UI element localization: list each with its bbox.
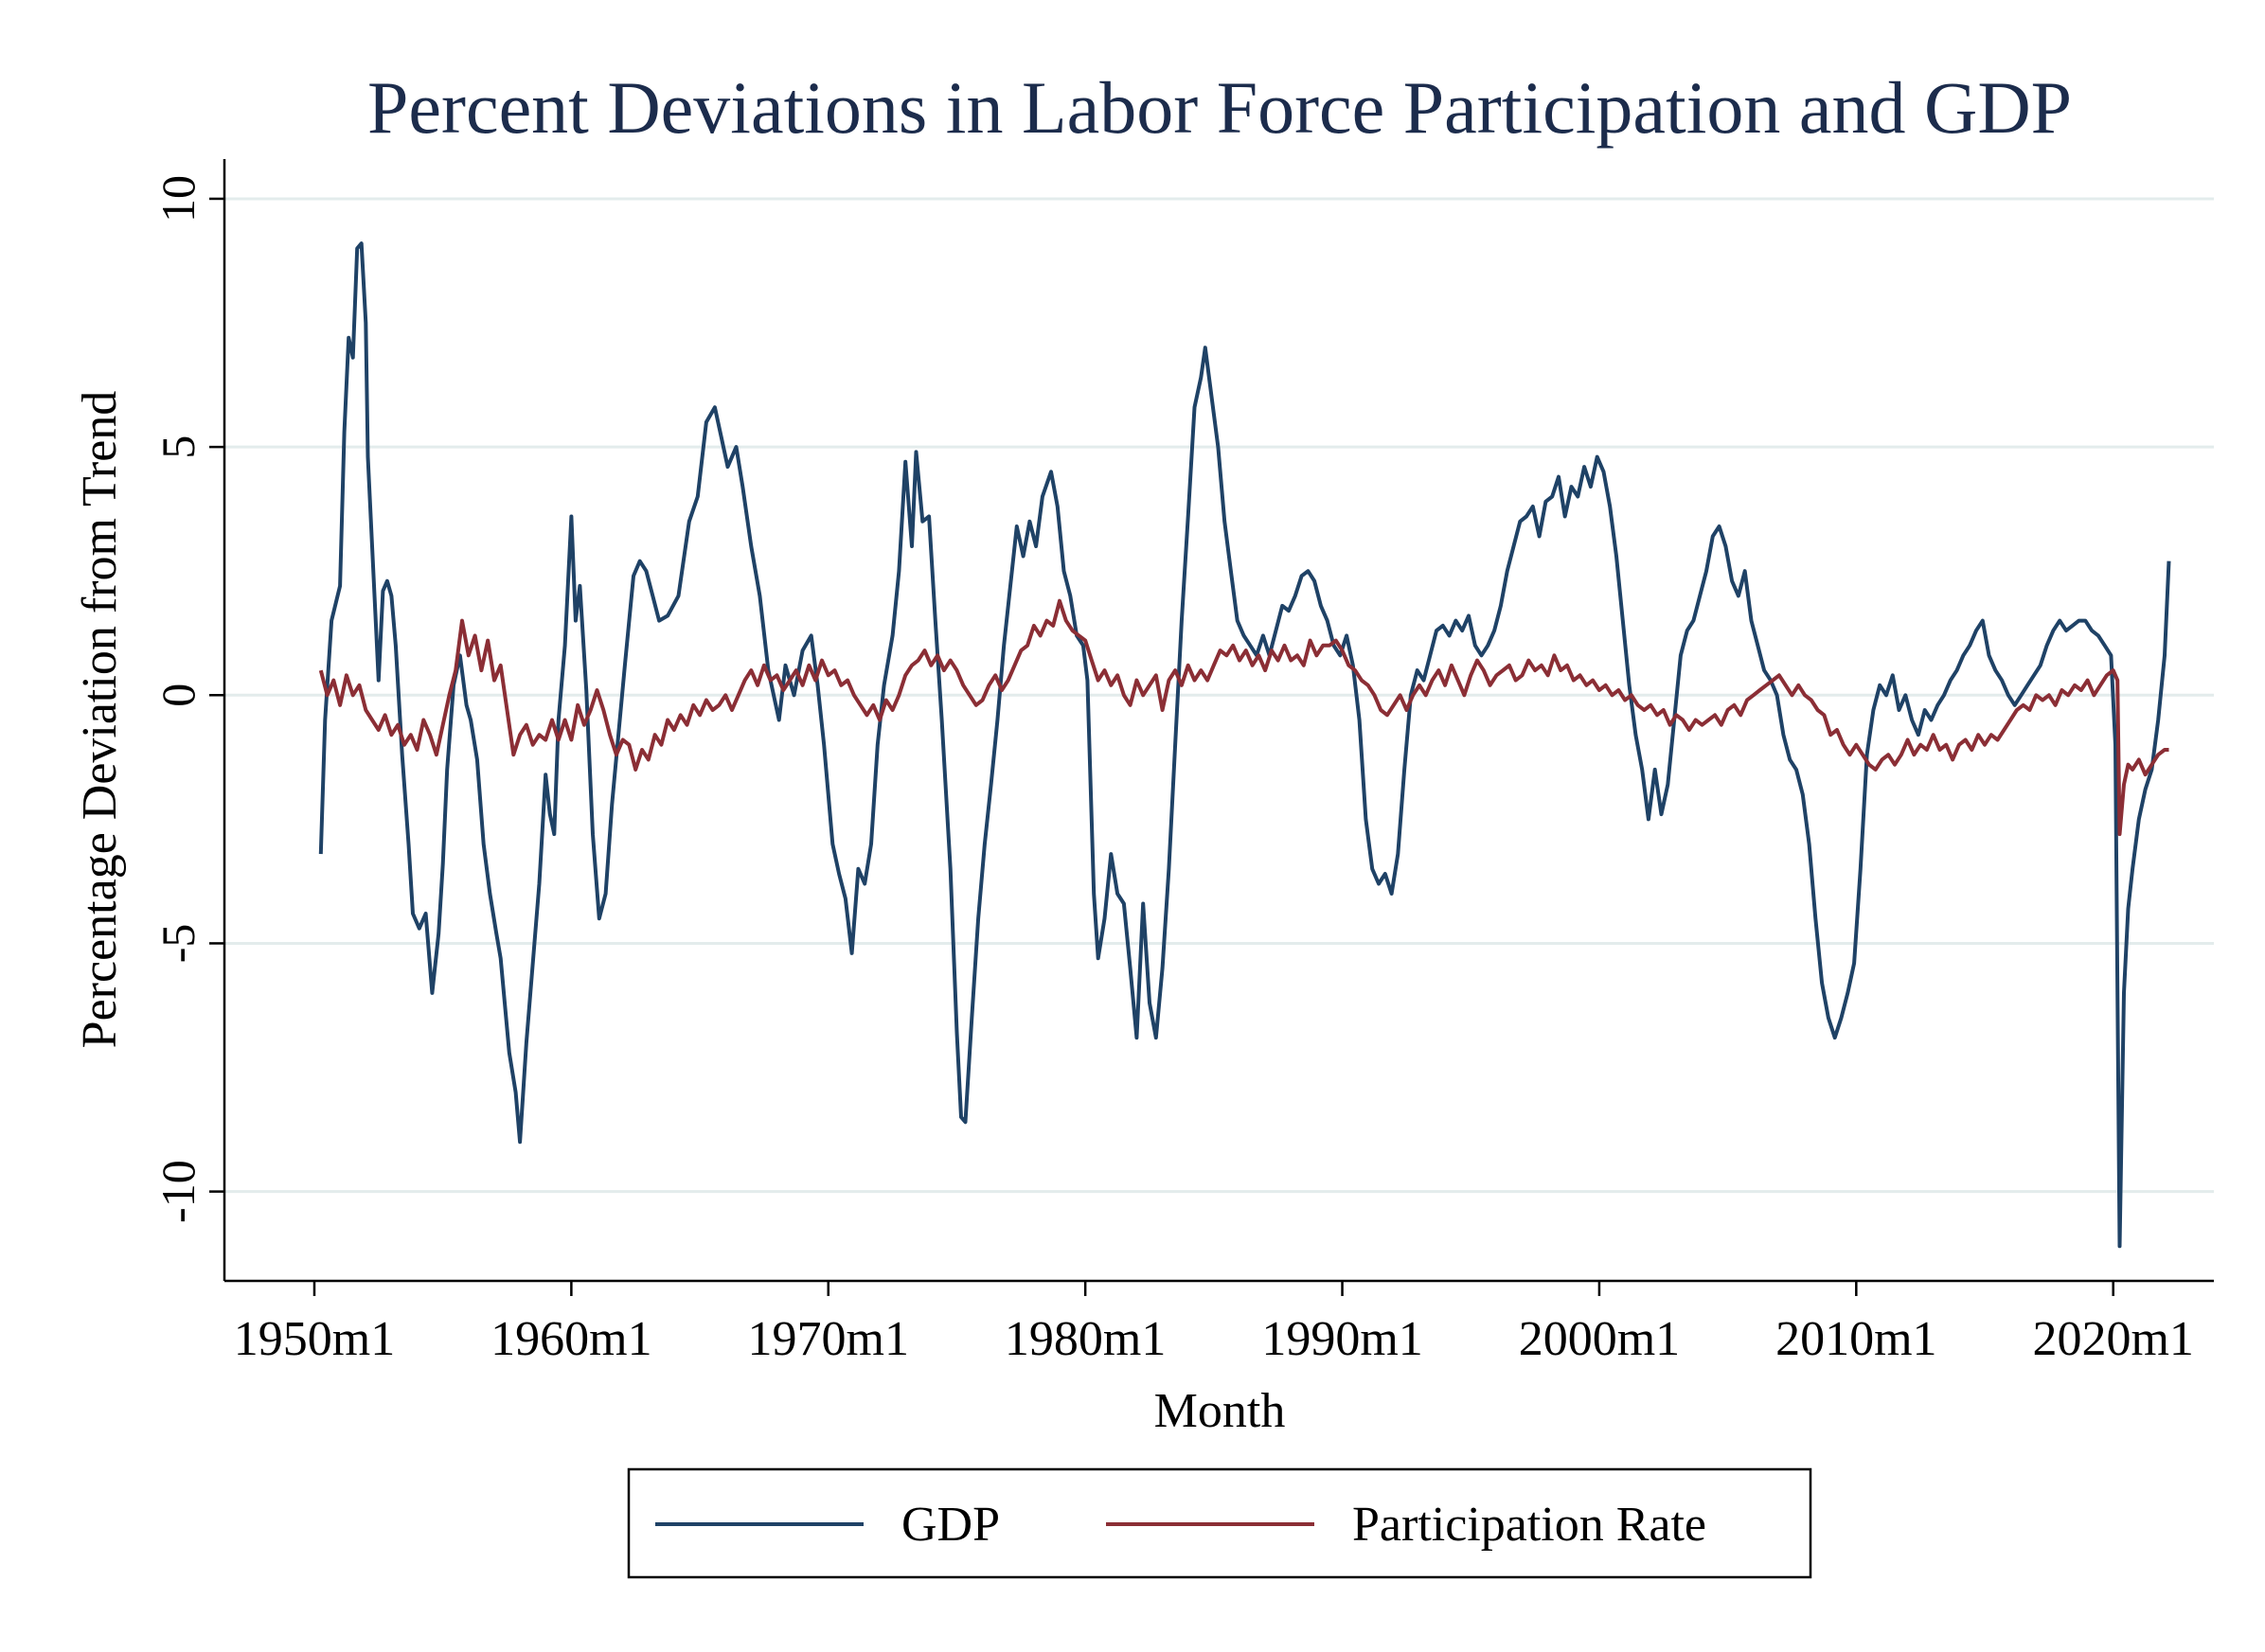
y-tick-label: -10: [152, 1160, 205, 1223]
y-tick-label: 5: [152, 435, 205, 459]
x-tick-label: 2010m1: [1775, 1312, 1936, 1366]
x-tick-label: 1990m1: [1261, 1312, 1422, 1366]
series-lines: [318, 241, 2171, 1249]
y-axis-ticks: 10 5 0 -5 -10: [152, 175, 224, 1223]
legend: GDP Participation Rate: [627, 1467, 1812, 1579]
x-tick-label: 2020m1: [2032, 1312, 2193, 1366]
x-tick-label: 1950m1: [234, 1312, 395, 1366]
axes: [223, 159, 2214, 1283]
x-tick-label: 1970m1: [748, 1312, 909, 1366]
y-tick-label: 10: [152, 175, 205, 222]
legend-label-gdp: GDP: [901, 1498, 1000, 1552]
x-tick-label: 1960m1: [490, 1312, 651, 1366]
x-tick-label: 1980m1: [1005, 1312, 1166, 1366]
x-tick-label: 2000m1: [1519, 1312, 1680, 1366]
x-axis-title: Month: [1154, 1384, 1286, 1438]
legend-label-participation-rate: Participation Rate: [1352, 1498, 1706, 1552]
y-tick-label: -5: [152, 924, 205, 964]
x-axis-ticks: 1950m1 1960m1 1970m1 1980m1 1990m1 2000m1 2010…: [234, 1281, 2194, 1366]
series-line-participation-rate: [318, 598, 2169, 837]
grid-lines: [224, 197, 2214, 1194]
y-tick-label: 0: [152, 684, 205, 707]
y-axis-title: Percentage Deviation from Trend: [73, 391, 127, 1049]
chart-title: Percent Deviations in Labor Force Partic…: [367, 66, 2072, 149]
series-line-gdp: [318, 241, 2171, 1249]
